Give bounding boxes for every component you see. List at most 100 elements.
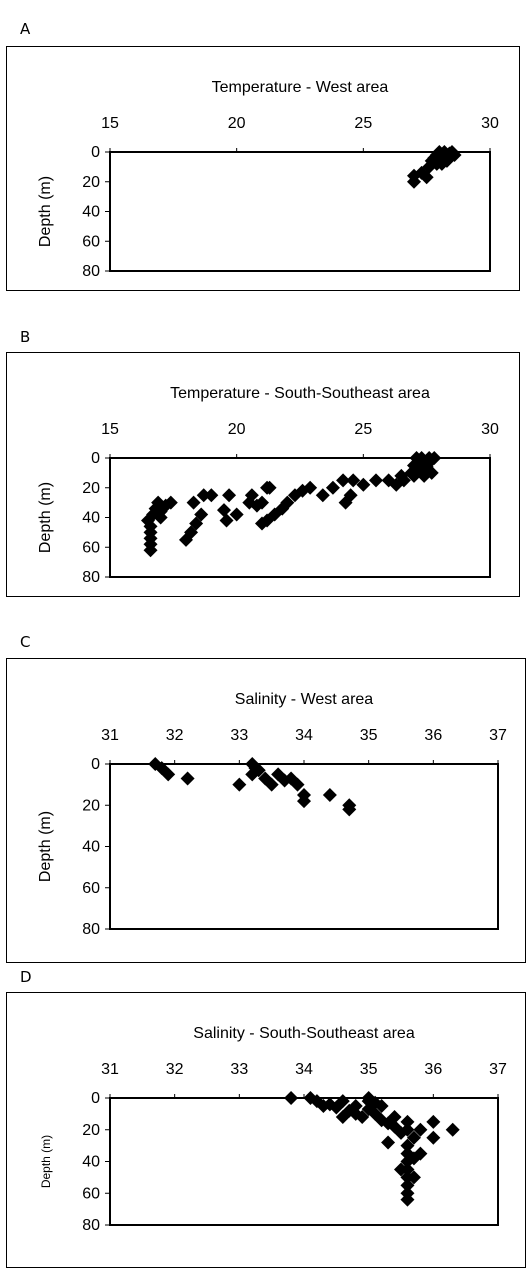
x-tick-label: 15: [101, 115, 119, 132]
y-tick-label: 60: [82, 539, 100, 556]
x-tick-label: 25: [354, 421, 372, 438]
data-point: [336, 473, 351, 488]
x-tick-label: 36: [424, 727, 442, 744]
x-tick-label: 35: [360, 1061, 378, 1078]
data-point: [346, 473, 361, 488]
data-point: [424, 465, 439, 480]
data-point: [413, 1122, 428, 1137]
data-point: [194, 507, 209, 522]
chart-salinity-west: Salinity - West area 31 32 33 34 35 36 37 0 20 40 6…: [6, 658, 526, 963]
data-point: [153, 510, 168, 525]
data-point: [260, 513, 275, 528]
data-point: [394, 1162, 408, 1177]
plot-area: [109, 763, 499, 930]
data-point: [229, 507, 244, 522]
data-point: [356, 477, 371, 492]
chart-frame: [6, 992, 526, 1268]
data-point: [219, 513, 234, 528]
chart-title: Salinity - West area: [235, 691, 374, 708]
data-point: [427, 451, 442, 465]
data-point: [264, 777, 279, 792]
x-tick-label: 15: [101, 421, 119, 438]
data-point: [322, 787, 337, 802]
y-tick-label: 0: [91, 756, 100, 773]
y-axis-label: Depth (m): [37, 811, 54, 882]
data-point: [406, 1151, 421, 1166]
x-tick-label: 30: [481, 421, 499, 438]
x-tick-label: 31: [101, 1061, 119, 1078]
data-point: [335, 1110, 350, 1125]
x-tick-label: 32: [166, 727, 184, 744]
panel-label-a: A: [20, 20, 31, 38]
data-point: [445, 1122, 460, 1137]
data-point: [297, 794, 311, 809]
x-tick-label: 20: [228, 421, 246, 438]
data-point: [280, 495, 295, 510]
data-point: [407, 468, 421, 483]
y-tick-label: 80: [82, 921, 100, 938]
data-point: [290, 777, 305, 792]
data-point: [260, 480, 275, 495]
y-tick-label: 40: [82, 1154, 100, 1171]
data-point: [255, 495, 269, 510]
data-point: [413, 1146, 428, 1161]
x-tick-label: 37: [489, 727, 507, 744]
x-tick-label: 34: [295, 1061, 313, 1078]
chart-title: Temperature - West area: [212, 79, 389, 96]
data-point: [342, 798, 357, 813]
chart-temperature-west: Temperature - West area 15 20 25 30 0 20 40 60 80…: [6, 46, 520, 291]
y-axis-label: Depth (m): [37, 482, 54, 553]
data-point: [284, 1091, 299, 1105]
data-point: [222, 488, 237, 503]
y-axis-label: Depth (m): [37, 176, 54, 247]
x-tick-label: 36: [424, 1061, 442, 1078]
data-point: [439, 150, 454, 165]
data-point: [204, 488, 219, 503]
y-tick-label: 60: [82, 1185, 100, 1202]
y-tick-label: 0: [91, 450, 100, 467]
data-point: [315, 488, 330, 503]
x-tick-label: 37: [489, 1061, 507, 1078]
y-tick-label: 0: [91, 1090, 100, 1107]
data-point: [348, 1106, 363, 1121]
data-point: [381, 1135, 396, 1150]
x-tick-label: 34: [295, 727, 313, 744]
data-point: [387, 1110, 402, 1125]
y-tick-label: 80: [82, 569, 100, 586]
data-point: [316, 1098, 331, 1113]
plot-area: [109, 151, 491, 272]
data-point: [396, 473, 411, 488]
panel-label-d: D: [20, 968, 32, 986]
data-point: [348, 1098, 363, 1113]
data-point: [400, 1122, 415, 1137]
data-point: [151, 495, 166, 510]
data-point: [406, 1130, 421, 1145]
y-tick-label: 60: [82, 233, 100, 250]
data-point: [369, 473, 383, 488]
data-point: [186, 495, 201, 510]
data-point: [244, 488, 259, 503]
panel-label-c: C: [20, 633, 31, 651]
data-point: [429, 156, 444, 171]
data-point: [400, 1192, 415, 1207]
data-point: [426, 1114, 441, 1129]
data-point: [232, 777, 247, 792]
data-point: [361, 1094, 376, 1109]
chart-temperature-south-southeast: Temperature - South-Southeast area 15 20 25…: [6, 352, 520, 597]
chart-frame: [6, 658, 526, 963]
data-point: [161, 767, 176, 782]
data-point: [400, 1178, 415, 1193]
data-point: [343, 488, 358, 503]
data-point: [143, 519, 158, 534]
x-tick-label: 33: [230, 1061, 248, 1078]
data-point: [422, 455, 437, 470]
data-point: [309, 1094, 324, 1109]
y-tick-label: 40: [82, 839, 100, 856]
data-point: [180, 771, 195, 786]
y-tick-label: 80: [82, 263, 100, 280]
data-point: [141, 513, 155, 528]
data-point: [389, 477, 404, 492]
data-point: [196, 488, 211, 503]
x-tick-label: 32: [166, 1061, 184, 1078]
y-tick-label: 60: [82, 880, 100, 897]
